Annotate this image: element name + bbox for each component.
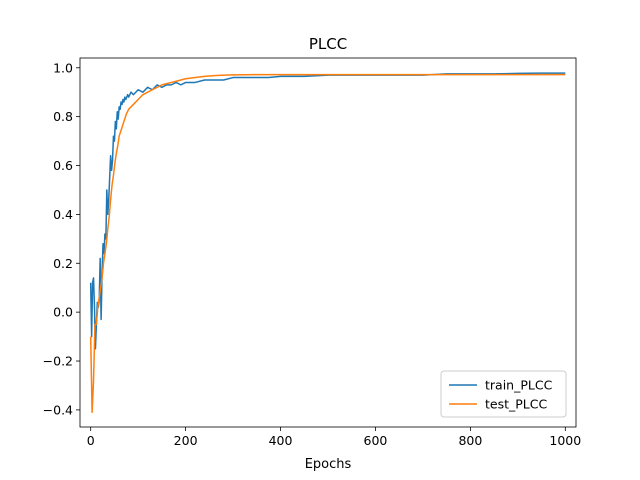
x-tick-label: 600 xyxy=(364,433,388,448)
legend-label-test_PLCC: test_PLCC xyxy=(485,397,547,412)
y-tick-label: 0.4 xyxy=(53,207,73,222)
y-tick-label: 0.8 xyxy=(53,109,73,124)
y-tick-label: −0.4 xyxy=(43,402,73,417)
series-line-train_PLCC xyxy=(89,72,566,350)
y-tick-label: 1.0 xyxy=(53,60,73,75)
chart-title: PLCC xyxy=(309,35,347,53)
legend: train_PLCC test_PLCC xyxy=(440,370,567,418)
y-tick-label: 0.6 xyxy=(53,158,73,173)
axes-layer: 0 200 400 600 800 1000 −0.4 −0.2 0.0 0.2 0.4 0.6 0.8… xyxy=(43,57,581,448)
plot-area xyxy=(80,58,576,427)
series-line-test_PLCC xyxy=(89,73,566,414)
y-tick-label: −0.2 xyxy=(43,354,73,369)
x-tick-label: 0 xyxy=(87,433,95,448)
x-tick-label: 1000 xyxy=(549,433,581,448)
legend-box xyxy=(440,370,567,418)
y-tick-label: 0.2 xyxy=(53,256,73,271)
x-tick-label: 400 xyxy=(269,433,293,448)
legend-label-train_PLCC: train_PLCC xyxy=(485,378,553,393)
x-tick-label: 200 xyxy=(174,433,198,448)
series-layer xyxy=(89,72,566,414)
plot-background xyxy=(80,58,576,427)
y-tick-label: 0.0 xyxy=(53,305,73,320)
x-axis-label: Epochs xyxy=(305,457,352,472)
x-tick-label: 800 xyxy=(458,433,482,448)
plot-frame xyxy=(79,57,577,428)
